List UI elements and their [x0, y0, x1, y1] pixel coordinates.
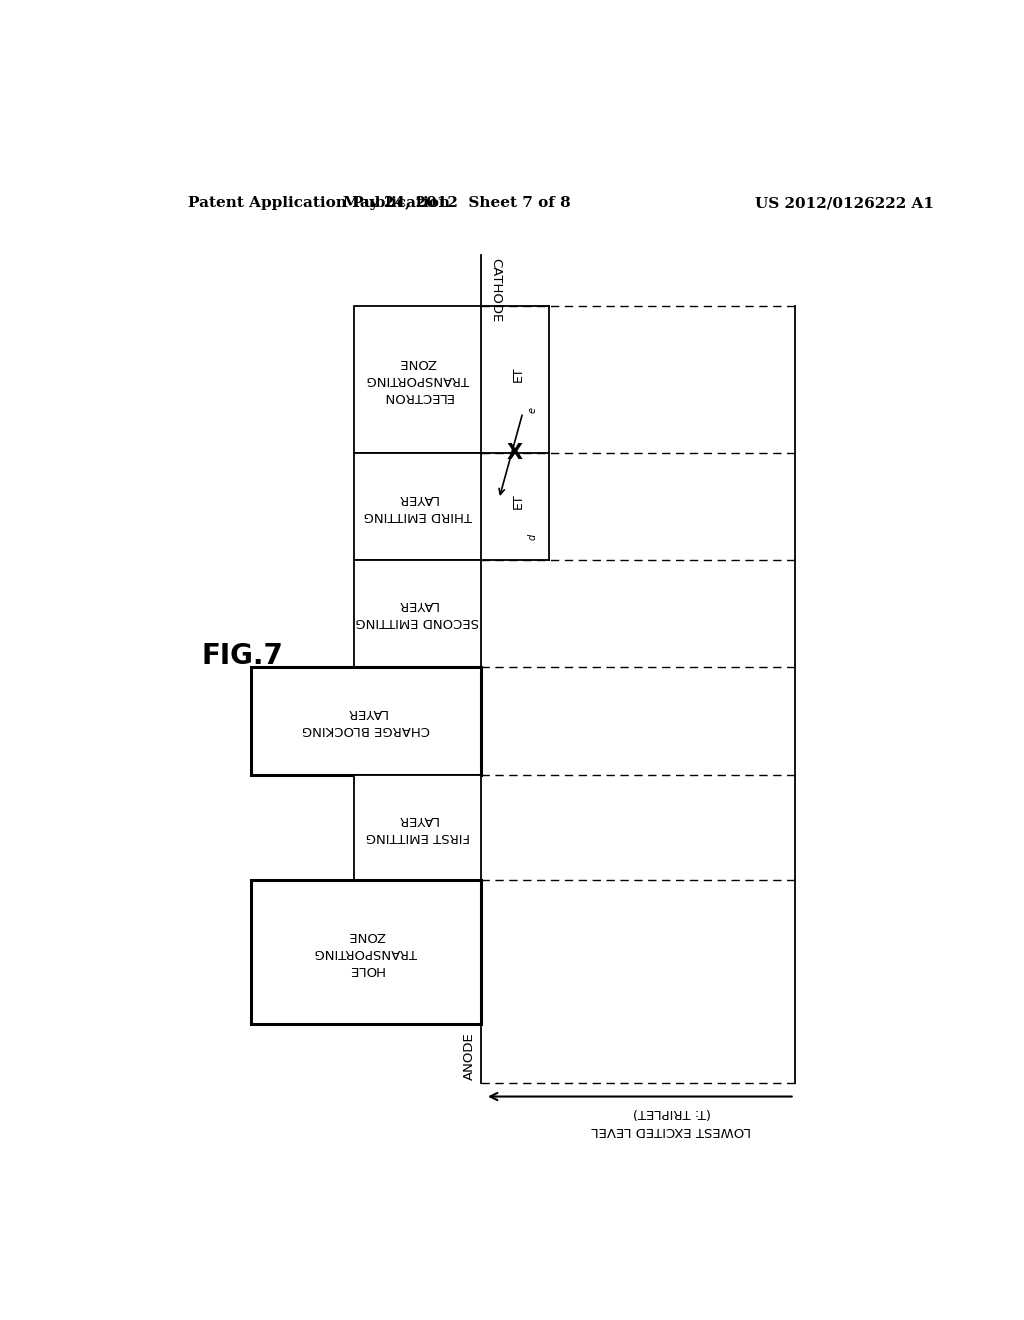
Text: SECOND EMITTING
LAYER: SECOND EMITTING LAYER: [356, 598, 479, 628]
Text: LOWEST EXCITED LEVEL: LOWEST EXCITED LEVEL: [592, 1125, 752, 1137]
Polygon shape: [354, 560, 481, 667]
Polygon shape: [354, 453, 481, 560]
Text: ELECTRON
TRANSPORTING
ZONE: ELECTRON TRANSPORTING ZONE: [367, 356, 469, 403]
Text: FIG.7: FIG.7: [201, 643, 283, 671]
Text: HOLE
TRANSPORTING
ZONE: HOLE TRANSPORTING ZONE: [314, 929, 418, 975]
Text: e: e: [527, 407, 538, 413]
Text: (T: TRIPLET): (T: TRIPLET): [633, 1106, 711, 1118]
Text: X: X: [507, 444, 523, 463]
Polygon shape: [251, 667, 481, 775]
Text: ET: ET: [512, 494, 525, 510]
Text: FIRST EMITTING
LAYER: FIRST EMITTING LAYER: [366, 813, 470, 842]
Polygon shape: [251, 880, 481, 1024]
Text: d: d: [527, 533, 538, 540]
Text: May 24, 2012  Sheet 7 of 8: May 24, 2012 Sheet 7 of 8: [343, 195, 571, 210]
Text: Patent Application Publication: Patent Application Publication: [187, 195, 450, 210]
Text: ET: ET: [512, 367, 525, 383]
Polygon shape: [354, 306, 481, 453]
Text: CATHODE: CATHODE: [489, 257, 502, 322]
Text: ANODE: ANODE: [463, 1032, 475, 1080]
Text: CHARGE BLOCKING
LAYER: CHARGE BLOCKING LAYER: [302, 706, 430, 737]
Polygon shape: [354, 775, 481, 880]
Text: THIRD EMITTING
LAYER: THIRD EMITTING LAYER: [364, 491, 472, 521]
Text: US 2012/0126222 A1: US 2012/0126222 A1: [755, 195, 934, 210]
